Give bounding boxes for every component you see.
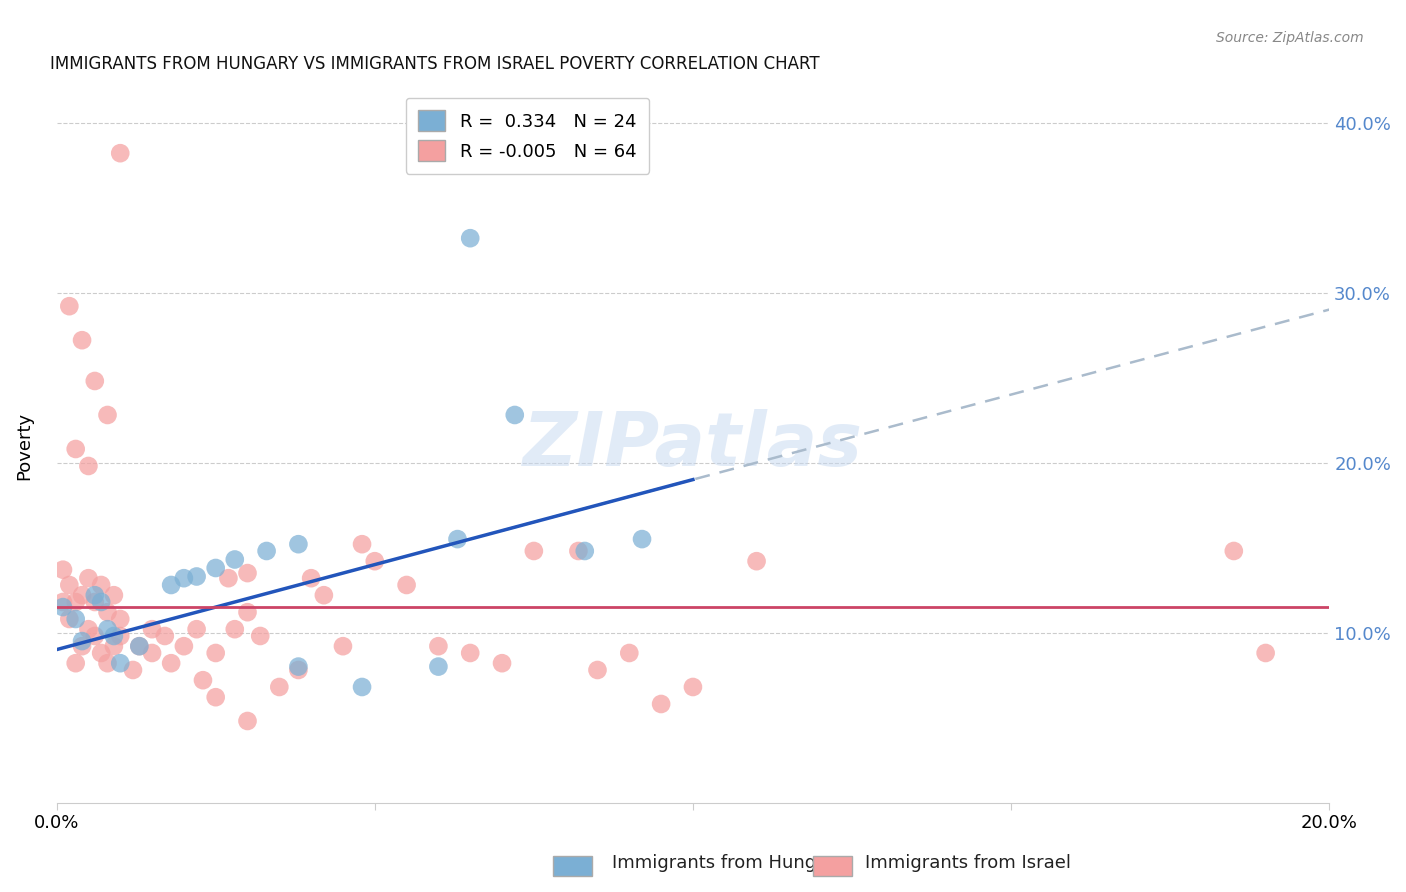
Point: [186, 569, 208, 583]
Point: [631, 532, 654, 546]
Text: Source: ZipAtlas.com: Source: ZipAtlas.com: [1216, 31, 1364, 45]
Point: [173, 571, 195, 585]
Point: [650, 697, 672, 711]
Text: Immigrants from Hungary: Immigrants from Hungary: [612, 855, 845, 872]
Point: [458, 231, 481, 245]
Point: [96, 622, 118, 636]
Point: [287, 659, 309, 673]
Point: [83, 374, 105, 388]
Point: [1254, 646, 1277, 660]
Point: [186, 622, 208, 636]
Point: [352, 680, 374, 694]
Point: [83, 595, 105, 609]
Point: [446, 532, 468, 546]
Point: [70, 639, 93, 653]
Point: [58, 578, 80, 592]
Point: [236, 566, 259, 580]
Point: [58, 612, 80, 626]
Point: [153, 629, 176, 643]
Point: [204, 646, 226, 660]
Point: [77, 571, 100, 585]
Point: [96, 656, 118, 670]
Point: [269, 680, 291, 694]
Point: [110, 656, 132, 670]
Point: [90, 595, 112, 609]
Point: [312, 588, 335, 602]
Point: [224, 552, 246, 566]
Text: Immigrants from Israel: Immigrants from Israel: [865, 855, 1071, 872]
Point: [52, 563, 75, 577]
Point: [128, 639, 150, 653]
Point: [160, 656, 183, 670]
Point: [141, 646, 163, 660]
Point: [83, 629, 105, 643]
Point: [249, 629, 271, 643]
Point: [65, 612, 87, 626]
Point: [52, 600, 75, 615]
Point: [586, 663, 609, 677]
Point: [52, 595, 75, 609]
Point: [395, 578, 418, 592]
Point: [90, 646, 112, 660]
Point: [332, 639, 354, 653]
Point: [65, 595, 87, 609]
Point: [96, 605, 118, 619]
Text: ZIPatlas: ZIPatlas: [523, 409, 863, 482]
Point: [236, 605, 259, 619]
Point: [287, 537, 309, 551]
Point: [70, 588, 93, 602]
Point: [103, 639, 125, 653]
Point: [567, 544, 589, 558]
Point: [191, 673, 214, 688]
Point: [65, 656, 87, 670]
Point: [110, 146, 132, 161]
Point: [204, 561, 226, 575]
Point: [65, 442, 87, 456]
Point: [122, 663, 145, 677]
Point: [458, 646, 481, 660]
Point: [427, 639, 450, 653]
Point: [77, 458, 100, 473]
Point: [141, 622, 163, 636]
Point: [77, 622, 100, 636]
Point: [110, 629, 132, 643]
Point: [173, 639, 195, 653]
Point: [160, 578, 183, 592]
Point: [58, 299, 80, 313]
Point: [364, 554, 387, 568]
Text: IMMIGRANTS FROM HUNGARY VS IMMIGRANTS FROM ISRAEL POVERTY CORRELATION CHART: IMMIGRANTS FROM HUNGARY VS IMMIGRANTS FR…: [51, 55, 820, 73]
Point: [70, 634, 93, 648]
Point: [90, 578, 112, 592]
Point: [96, 408, 118, 422]
Point: [682, 680, 704, 694]
Point: [619, 646, 641, 660]
Point: [256, 544, 278, 558]
Point: [128, 639, 150, 653]
Point: [103, 629, 125, 643]
Point: [217, 571, 239, 585]
Point: [103, 588, 125, 602]
Point: [204, 690, 226, 705]
Point: [110, 612, 132, 626]
Point: [299, 571, 322, 585]
Point: [574, 544, 596, 558]
Point: [83, 588, 105, 602]
Point: [1223, 544, 1246, 558]
Legend: R =  0.334   N = 24, R = -0.005   N = 64: R = 0.334 N = 24, R = -0.005 N = 64: [406, 97, 650, 174]
Point: [745, 554, 768, 568]
Y-axis label: Poverty: Poverty: [15, 411, 32, 480]
Point: [70, 333, 93, 347]
Point: [523, 544, 546, 558]
Point: [427, 659, 450, 673]
Point: [224, 622, 246, 636]
Point: [503, 408, 526, 422]
Point: [352, 537, 374, 551]
Point: [491, 656, 513, 670]
Point: [236, 714, 259, 728]
Point: [287, 663, 309, 677]
